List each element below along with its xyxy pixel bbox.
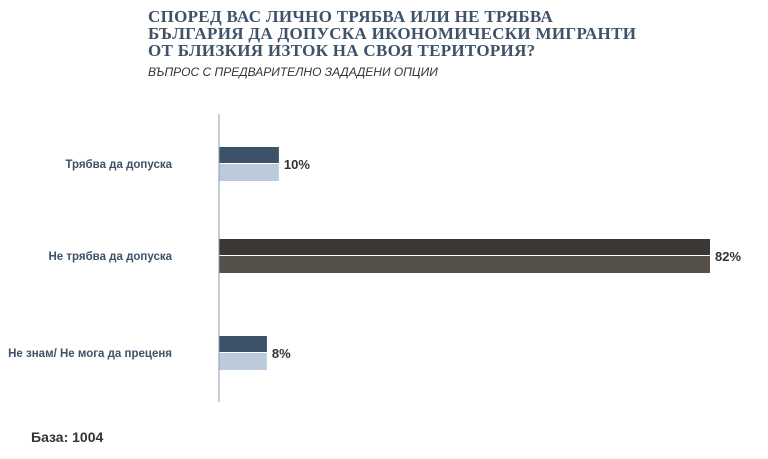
value-label: 82% — [715, 249, 741, 264]
title-line-2: БЪЛГАРИЯ ДА ДОПУСКА ИКОНОМИЧЕСКИ МИГРАНТ… — [148, 24, 637, 43]
title-line-3: ОТ БЛИЗКИЯ ИЗТОК НА СВОЯ ТЕРИТОРИЯ? — [148, 41, 536, 60]
category-label: Не знам/ Не мога да преценя — [8, 348, 172, 360]
chart-title: СПОРЕД ВАС ЛИЧНО ТРЯБВА ИЛИ НЕ ТРЯБВА БЪ… — [148, 8, 708, 59]
bar-1-bottom — [219, 164, 279, 181]
title-line-1: СПОРЕД ВАС ЛИЧНО ТРЯБВА ИЛИ НЕ ТРЯБВА — [148, 7, 554, 26]
chart-subtitle: ВЪПРОС С ПРЕДВАРИТЕЛНО ЗАДАДЕНИ ОПЦИИ — [148, 65, 438, 79]
category-label: Не трябва да допуска — [48, 251, 172, 263]
bar-2-top — [219, 239, 710, 255]
value-label: 10% — [284, 157, 310, 172]
bar-1-top — [219, 147, 279, 163]
category-label: Трябва да допуска — [65, 159, 172, 171]
bar-2-bottom — [219, 256, 710, 273]
bar-3-bottom — [219, 353, 267, 370]
sample-base-label: База: 1004 — [31, 429, 104, 445]
bar-3-top — [219, 336, 267, 352]
value-label: 8% — [272, 346, 291, 361]
